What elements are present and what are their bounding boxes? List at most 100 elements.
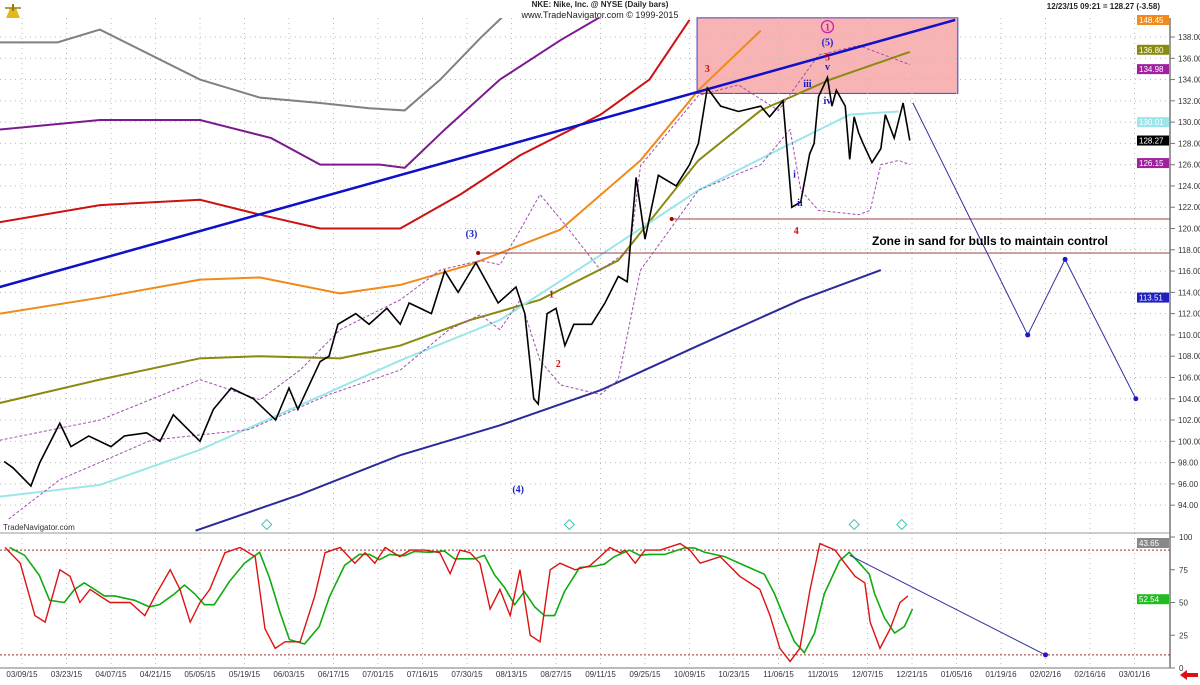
stoch-projection — [849, 554, 1046, 656]
wave-label: ii — [797, 198, 803, 209]
wave-label: 2 — [556, 359, 561, 370]
price-tag-label: 134.98 — [1139, 65, 1164, 74]
indicator-line-navy — [195, 269, 882, 532]
wave-label: (5) — [822, 38, 834, 49]
event-marker-icon — [563, 518, 576, 531]
date-tick-label: 07/01/15 — [362, 670, 394, 679]
scroll-right-arrow-icon[interactable] — [1180, 667, 1198, 685]
price-tick-label: 108.00 — [1178, 352, 1200, 361]
date-tick-label: 03/09/15 — [6, 670, 38, 679]
date-tick-label: 08/13/15 — [496, 670, 528, 679]
date-tick-label: 10/09/15 — [674, 670, 706, 679]
stoch-tick-label: 25 — [1179, 631, 1188, 640]
price-tag-label: 126.15 — [1139, 159, 1164, 168]
price-tick-label: 126.00 — [1178, 161, 1200, 170]
wave-label: (4) — [512, 484, 524, 495]
price-tick-label: 128.00 — [1178, 139, 1200, 148]
price-tick-label: 136.00 — [1178, 54, 1200, 63]
price-tick-label: 124.00 — [1178, 182, 1200, 191]
wave-label: v — [825, 62, 830, 73]
projection-path — [912, 102, 1137, 399]
price-tag-label: 113.51 — [1139, 294, 1163, 303]
price-tag — [1137, 158, 1169, 169]
indicator-line-red — [0, 19, 691, 230]
indicator-line-olive — [0, 50, 911, 404]
date-tick-label: 09/11/15 — [585, 670, 616, 679]
indicator-line-purple — [0, 18, 601, 169]
price-tick-label: 110.00 — [1178, 331, 1200, 340]
date-tick-label: 06/03/15 — [273, 670, 305, 679]
price-tag-label: 128.27 — [1139, 137, 1164, 146]
price-tick-label: 134.00 — [1178, 76, 1200, 85]
price-tick-label: 106.00 — [1178, 373, 1200, 382]
price-tag — [1137, 117, 1169, 128]
price-tick-label: 130.00 — [1178, 118, 1200, 127]
wave-label: (3) — [466, 229, 478, 240]
price-tick-label: 120.00 — [1178, 225, 1200, 234]
price-tick-label: 138.00 — [1178, 33, 1200, 42]
price-tick-label: 118.00 — [1178, 246, 1200, 255]
price-tag-label: 136.80 — [1139, 46, 1164, 55]
stoch-tag-label: 52.54 — [1139, 595, 1160, 604]
stoch-tick-label: 75 — [1179, 566, 1188, 575]
indicator-line-upper-band — [0, 44, 910, 441]
date-tick-label: 12/21/15 — [896, 670, 928, 679]
date-tick-label: 04/07/15 — [95, 670, 127, 679]
date-tick-label: 03/01/16 — [1119, 670, 1151, 679]
indicator-line-orange — [0, 29, 762, 315]
watermark: TradeNavigator.com — [3, 523, 75, 532]
price-tick-label: 112.00 — [1178, 310, 1200, 319]
close-price-line — [3, 74, 911, 488]
date-tick-label: 01/19/16 — [985, 670, 1017, 679]
chart-subtitle: www.TradeNavigator.com © 1999-2015 — [521, 10, 679, 20]
date-tick-label: 07/16/15 — [407, 670, 439, 679]
price-tag — [1137, 14, 1169, 25]
date-tick-label: 07/30/15 — [451, 670, 483, 679]
date-tick-label: 12/07/15 — [852, 670, 884, 679]
date-tick-label: 08/27/15 — [540, 670, 572, 679]
price-tick-label: 98.00 — [1178, 459, 1199, 468]
price-tag — [1137, 292, 1169, 303]
price-tick-label: 122.00 — [1178, 203, 1200, 212]
date-tick-label: 11/06/15 — [763, 670, 794, 679]
wave-label: 1 — [549, 290, 554, 301]
stoch-tag — [1137, 594, 1169, 605]
indicator-line-gray — [0, 18, 503, 112]
date-tick-label: 03/23/15 — [51, 670, 83, 679]
quote-readout: 12/23/15 09:21 = 128.27 (-3.58) — [1046, 2, 1160, 11]
wave-label: 3 — [705, 64, 710, 75]
price-tick-label: 114.00 — [1178, 288, 1200, 297]
event-marker-icon — [896, 518, 908, 531]
wave-label: iv — [824, 96, 832, 107]
annotation-text: Zone in sand for bulls to maintain contr… — [872, 234, 1108, 248]
price-tick-label: 102.00 — [1178, 416, 1200, 425]
price-tick-label: 116.00 — [1178, 267, 1200, 276]
projection-arrowhead — [1062, 256, 1068, 262]
event-marker-icon — [848, 518, 860, 531]
stoch-tick-label: 0 — [1179, 664, 1184, 673]
price-tag — [1137, 64, 1169, 75]
wave-label: 4 — [794, 226, 799, 237]
stoch-tick-label: 100 — [1179, 533, 1193, 542]
date-tick-label: 05/19/15 — [229, 670, 261, 679]
stoch-projection-arrowhead — [1043, 652, 1048, 658]
date-tick-label: 02/16/16 — [1074, 670, 1106, 679]
price-tick-label: 94.00 — [1178, 501, 1199, 510]
date-tick-label: 11/20/15 — [808, 670, 839, 679]
price-tick-label: 104.00 — [1178, 395, 1200, 404]
date-tick-label: 10/23/15 — [718, 670, 750, 679]
stoch-tag-label: 43.65 — [1139, 539, 1160, 548]
date-tick-label: 04/21/15 — [140, 670, 172, 679]
support-start-dot — [669, 216, 674, 221]
indicator-line-cyan — [0, 110, 899, 498]
date-tick-label: 02/02/16 — [1030, 670, 1062, 679]
wave-label-circled: 1 — [825, 23, 830, 34]
trade-navigator-logo-icon — [2, 2, 24, 24]
projection-arrowhead — [1025, 332, 1031, 338]
trendline — [0, 18, 956, 289]
chart-title: NKE: Nike, Inc. @ NYSE (Daily bars) — [531, 0, 669, 9]
indicator-line-lower-band — [8, 128, 910, 520]
stoch-tag — [1137, 538, 1169, 548]
price-tag-label: 148.45 — [1139, 16, 1164, 25]
